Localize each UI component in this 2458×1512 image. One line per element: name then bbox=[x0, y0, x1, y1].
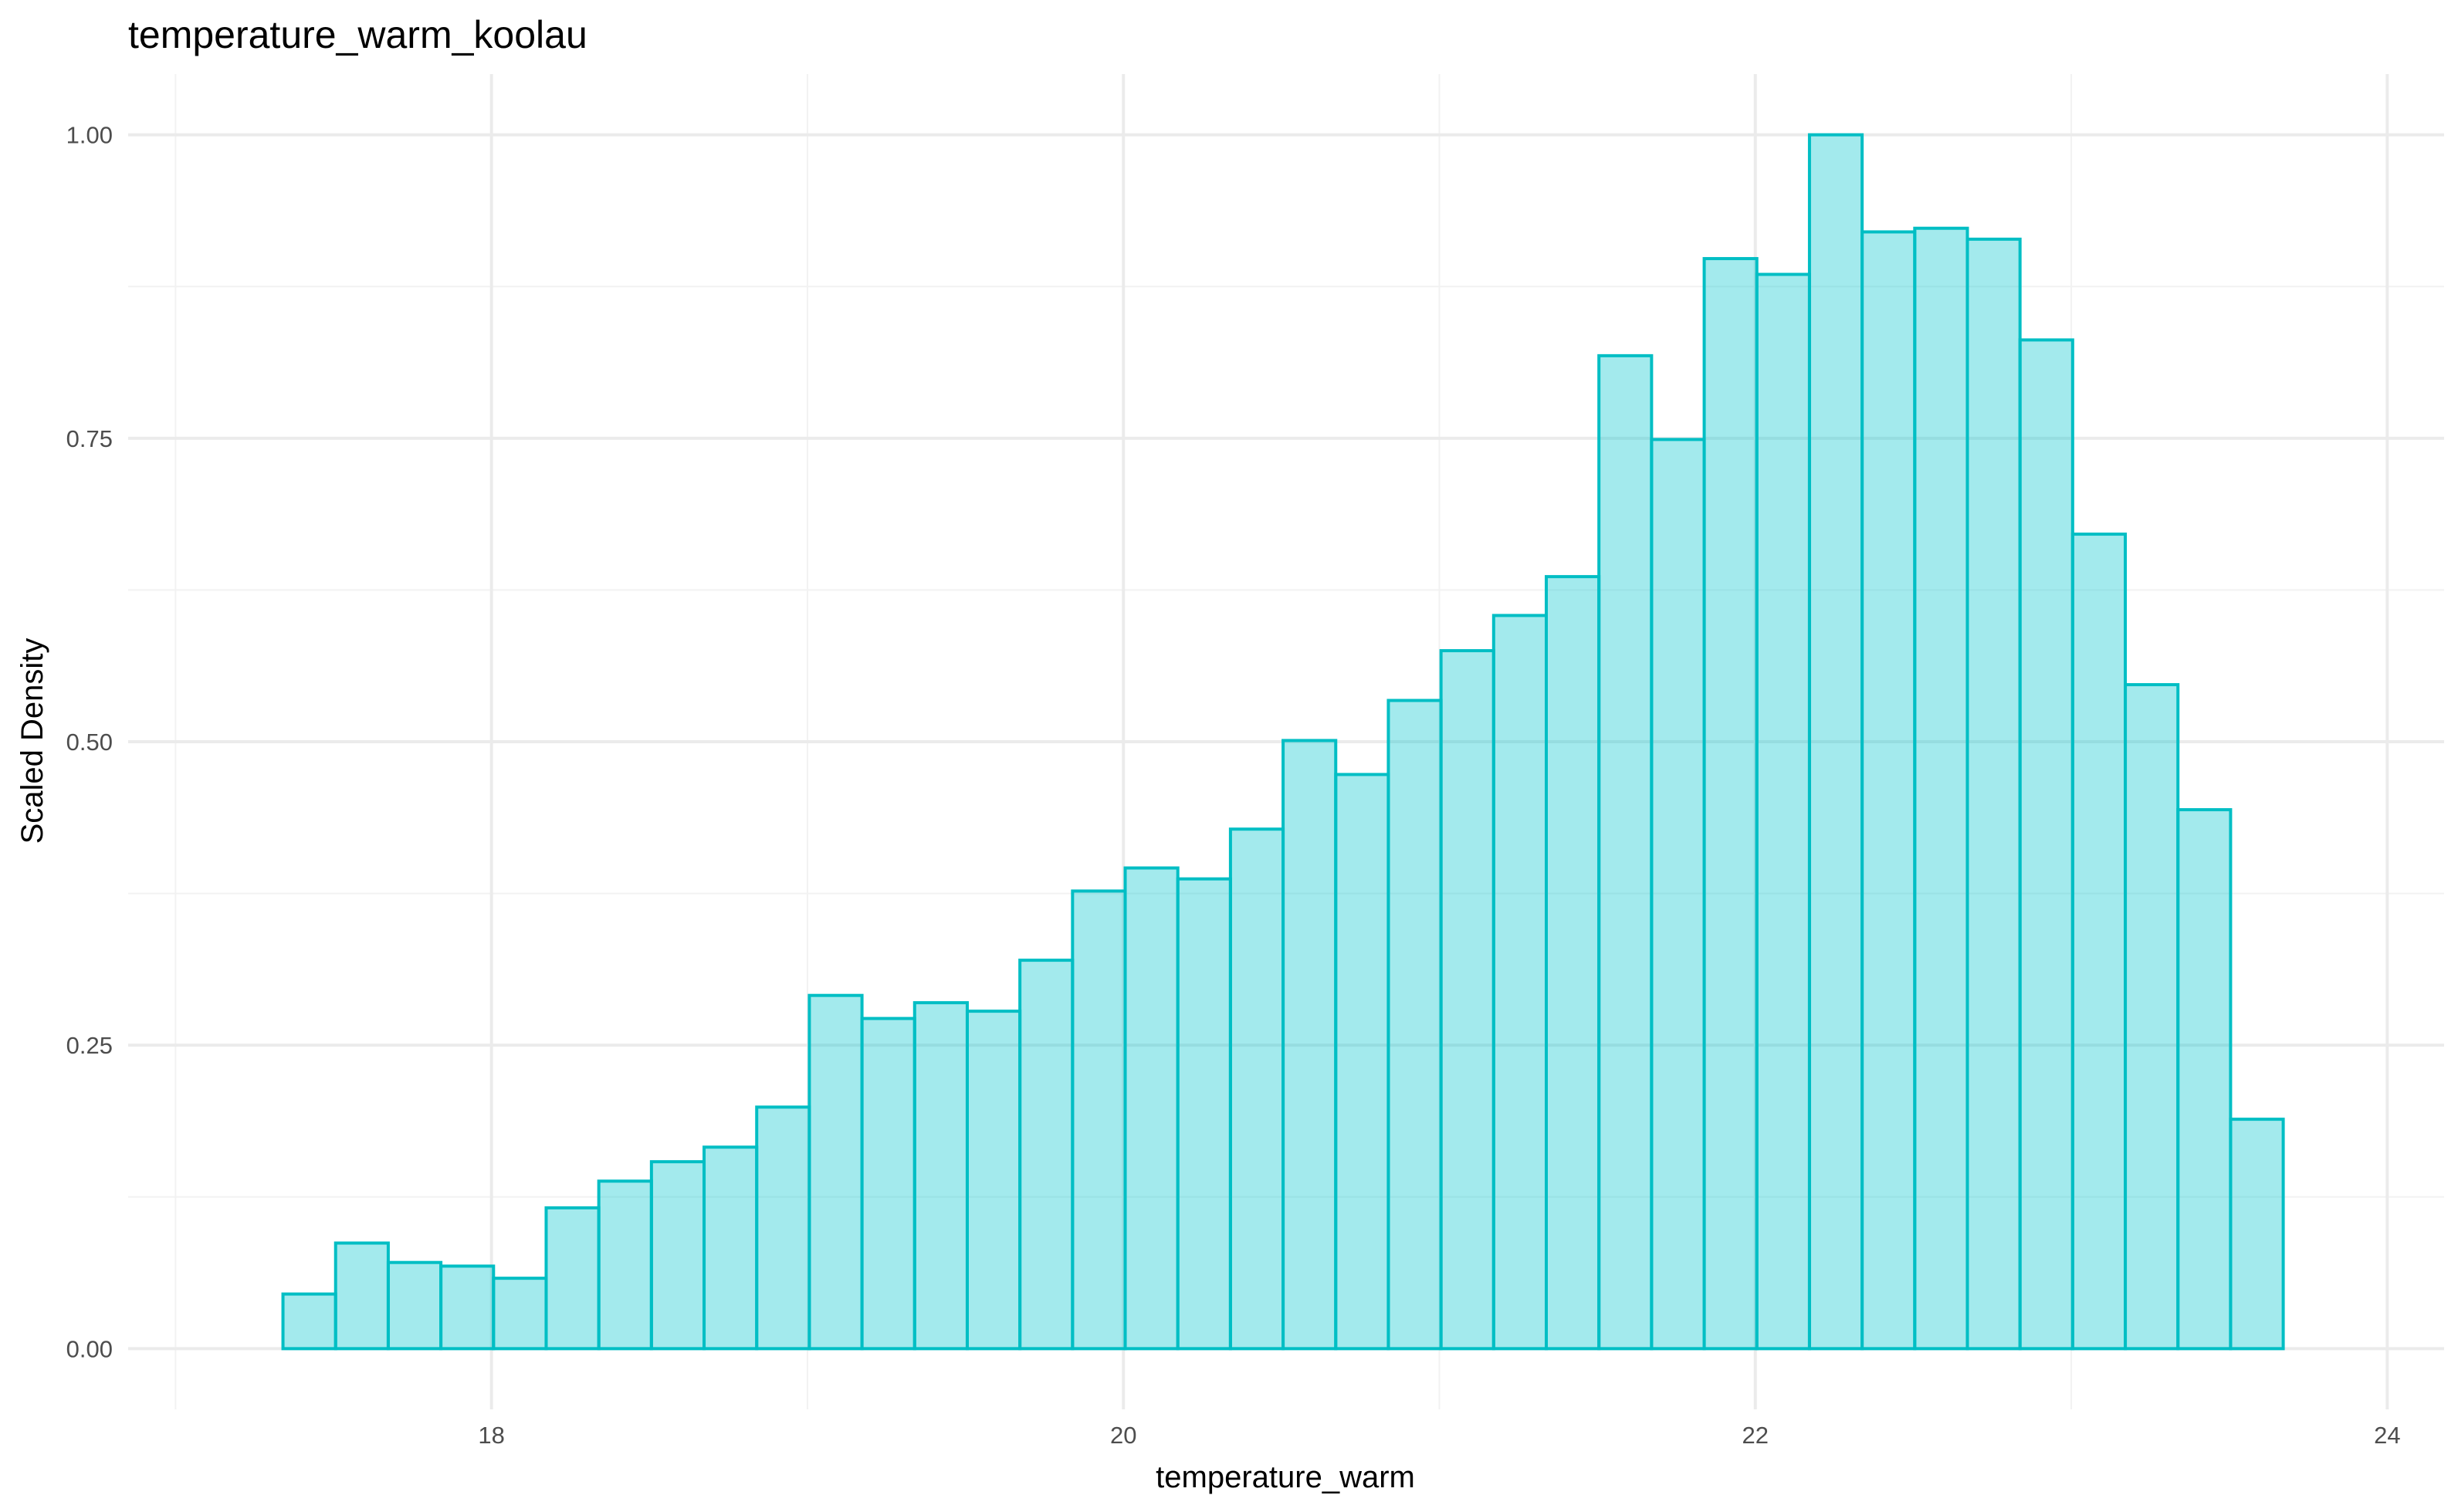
histogram-bar bbox=[1807, 133, 1864, 1351]
y-tick-label: 0.25 bbox=[66, 1032, 113, 1059]
histogram-bars bbox=[281, 133, 2285, 1351]
histogram-bar bbox=[1176, 877, 1232, 1351]
histogram-bar bbox=[2229, 1118, 2285, 1351]
histogram-bar bbox=[860, 1016, 916, 1351]
histogram-bar bbox=[703, 1145, 759, 1351]
histogram-bar bbox=[544, 1206, 601, 1351]
histogram-bar bbox=[1018, 959, 1075, 1351]
x-tick-label: 20 bbox=[1110, 1422, 1136, 1449]
histogram-bar bbox=[1123, 866, 1180, 1351]
histogram-bar bbox=[1228, 827, 1285, 1351]
x-tick-label: 22 bbox=[1742, 1422, 1769, 1449]
histogram-bar bbox=[2124, 683, 2180, 1351]
histogram-bar bbox=[1439, 649, 1495, 1351]
histogram-bar bbox=[1755, 272, 1811, 1351]
histogram-bar bbox=[755, 1105, 811, 1351]
histogram-bar bbox=[1491, 614, 1548, 1351]
histogram-bar bbox=[281, 1292, 337, 1351]
histogram-bar bbox=[1702, 257, 1759, 1351]
x-axis-ticks: 18 20 22 24 bbox=[478, 1422, 2400, 1449]
histogram-bar bbox=[1650, 438, 1706, 1351]
histogram-bar bbox=[1544, 575, 1601, 1351]
histogram-bar bbox=[1334, 773, 1390, 1351]
x-tick-label: 18 bbox=[478, 1422, 504, 1449]
histogram-bar bbox=[1071, 889, 1127, 1351]
histogram-bar bbox=[386, 1260, 443, 1351]
y-axis-title: Scaled Density bbox=[15, 638, 49, 844]
histogram-bar bbox=[965, 1010, 1022, 1351]
histogram-bar bbox=[439, 1264, 496, 1351]
y-tick-label: 1.00 bbox=[66, 122, 113, 149]
histogram-bar bbox=[597, 1179, 653, 1351]
histogram-bar bbox=[649, 1160, 706, 1351]
histogram-bar bbox=[2070, 533, 2128, 1351]
histogram-bar bbox=[1597, 353, 1654, 1351]
histogram-bar bbox=[1913, 226, 1969, 1351]
y-tick-label: 0.75 bbox=[66, 425, 113, 452]
y-tick-label: 0.00 bbox=[66, 1335, 113, 1362]
histogram-bar bbox=[2176, 808, 2233, 1351]
histogram-bar bbox=[1281, 739, 1338, 1351]
histogram-bar bbox=[492, 1277, 548, 1351]
histogram-bar bbox=[2018, 338, 2074, 1351]
histogram-bar bbox=[1965, 237, 2022, 1351]
y-axis-ticks: 0.00 0.25 0.50 0.75 1.00 bbox=[66, 122, 113, 1363]
histogram-bar bbox=[807, 993, 864, 1351]
histogram-bar bbox=[1386, 698, 1443, 1351]
y-tick-label: 0.50 bbox=[66, 729, 113, 756]
minor-gridlines bbox=[128, 74, 2444, 1409]
chart-title: temperature_warm_koolau bbox=[128, 13, 587, 56]
x-axis-title: temperature_warm bbox=[1156, 1460, 1415, 1494]
histogram-bar bbox=[912, 1001, 969, 1351]
histogram-bar bbox=[1860, 230, 1917, 1351]
x-tick-label: 24 bbox=[2374, 1422, 2400, 1449]
histogram-bar bbox=[333, 1241, 390, 1351]
